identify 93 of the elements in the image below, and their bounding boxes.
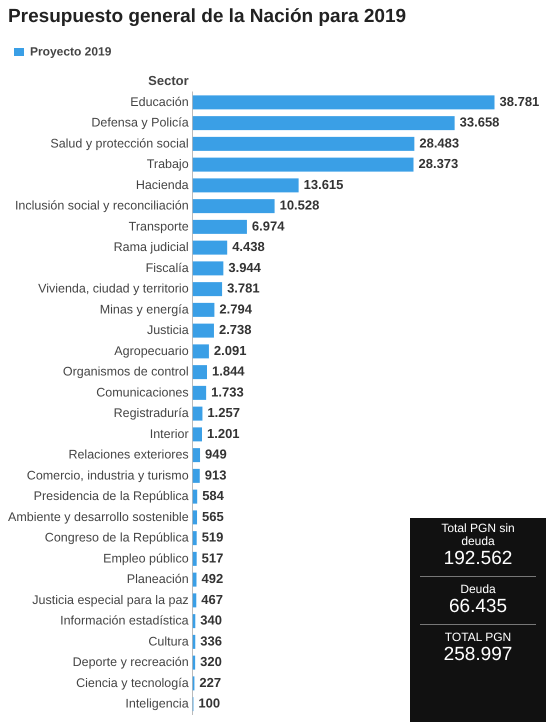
data-label: 517: [202, 550, 224, 566]
bar: [192, 324, 214, 338]
bar: [192, 468, 200, 483]
y-tick-label: Inclusión social y reconciliación: [14, 198, 189, 213]
bar: [192, 199, 275, 214]
data-label: 336: [200, 633, 222, 648]
y-tick-label: Transporte: [128, 219, 189, 234]
annotation: 66.435: [448, 596, 508, 618]
bar: [192, 95, 495, 110]
annotation: 192.562: [442, 548, 514, 570]
data-label: 2.091: [214, 342, 246, 358]
y-tick-label: Ciencia y tecnología: [76, 676, 189, 690]
bar: [192, 178, 299, 192]
bar: [192, 634, 196, 649]
data-label: 467: [201, 592, 223, 607]
y-tick-label: Fiscalía: [146, 260, 189, 275]
data-label: 3.944: [228, 260, 262, 275]
y-tick-label: Congreso de la República: [44, 530, 189, 545]
data-label: 320: [200, 654, 222, 670]
y-tick-label: Justicia: [146, 323, 189, 338]
y-tick-label: Información estadística: [60, 614, 189, 628]
bar: [192, 593, 196, 608]
legend-label: Proyecto 2019: [30, 44, 112, 58]
annotation: 258.997: [442, 644, 514, 666]
bar: [192, 386, 206, 400]
data-label: 13.615: [304, 176, 344, 192]
data-label: 10.528: [280, 198, 320, 213]
y-tick-label: Relaciones exteriores: [68, 448, 189, 462]
data-label: 4.438: [232, 239, 265, 254]
bar: [192, 158, 414, 172]
chart-title: Presupuesto general de la Nación para 2019: [8, 6, 406, 28]
bar: [192, 116, 455, 130]
bar: [192, 510, 198, 524]
y-tick-label: Defensa y Policía: [91, 116, 189, 130]
y-tick-label: Deporte y recreación: [72, 655, 189, 670]
y-tick-label: Justicia especial para la paz: [32, 592, 189, 607]
y-tick-label: Cultura: [148, 634, 189, 648]
bar: [192, 614, 196, 628]
data-label: 1.257: [207, 405, 240, 420]
data-label: 1.201: [207, 426, 240, 441]
data-label: 6.974: [252, 218, 286, 234]
y-tick-label: Agropecuario: [114, 344, 189, 358]
y-tick-label: Organismos de control: [62, 364, 189, 379]
data-label: 1.733: [211, 384, 244, 400]
data-label: 2.738: [218, 322, 252, 338]
y-axis-title: Sector: [148, 73, 189, 88]
y-tick-label: Salud y protección social: [50, 136, 189, 150]
data-label: 227: [199, 674, 222, 690]
y-tick-label: Planeación: [126, 572, 189, 586]
data-label: 584: [202, 488, 225, 504]
annotation: Total PGN sin deuda: [440, 521, 516, 548]
bar: [192, 365, 208, 380]
bar: [192, 282, 222, 296]
data-label: 492: [201, 571, 224, 586]
y-tick-label: Ambiente y desarrollo sostenible: [8, 510, 189, 524]
data-label: 33.658: [460, 114, 500, 130]
y-tick-label: Hacienda: [136, 178, 189, 192]
data-label: 28.483: [419, 135, 460, 150]
y-tick-label: Registraduría: [114, 406, 189, 420]
y-tick-label: Comunicaciones: [96, 385, 189, 400]
bar: [192, 572, 196, 587]
data-label: 340: [200, 612, 222, 628]
y-tick-label: Empleo público: [103, 551, 189, 566]
data-label: 1.844: [212, 364, 246, 379]
bar: [192, 240, 228, 255]
data-label: 38.781: [500, 94, 540, 109]
y-tick-label: Minas y energía: [100, 302, 189, 316]
bar: [192, 427, 202, 442]
data-label: 28.373: [418, 156, 458, 172]
data-label: 519: [202, 530, 224, 545]
y-tick-label: Comercio, industria y turismo: [26, 468, 189, 482]
y-tick-label: Inteligencia: [125, 696, 189, 711]
y-tick-label: Presidencia de la República: [34, 489, 189, 504]
data-label: 2.794: [219, 301, 253, 316]
annotation: TOTAL PGN: [444, 630, 512, 644]
y-tick-label: Trabajo: [146, 157, 189, 172]
data-label: 100: [198, 696, 220, 711]
data-label: 949: [205, 446, 227, 462]
annotation: Deuda: [459, 582, 497, 596]
bar: [192, 344, 209, 358]
y-tick-label: Educación: [130, 94, 189, 109]
data-label: 565: [202, 508, 224, 524]
y-tick-label: Rama judicial: [114, 240, 189, 254]
bar: [192, 220, 247, 234]
y-tick-label: Interior: [150, 426, 189, 441]
data-label: 3.781: [227, 280, 260, 296]
bar: [192, 261, 224, 276]
bar: [192, 302, 214, 317]
bar: [192, 406, 202, 421]
bar: [192, 136, 414, 151]
data-label: 913: [204, 467, 226, 482]
y-tick-label: Vivienda, ciudad y territorio: [38, 282, 189, 296]
bar: [192, 448, 200, 462]
